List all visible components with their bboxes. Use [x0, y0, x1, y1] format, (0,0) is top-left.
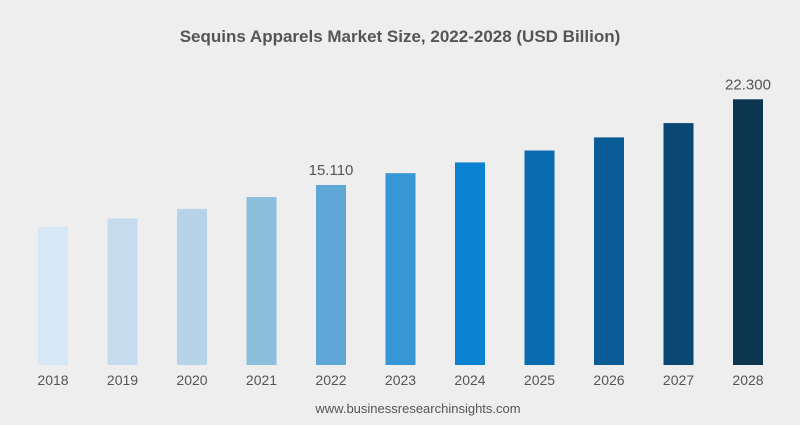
x-tick-label-2023: 2023: [385, 372, 416, 388]
bar-2024: [455, 162, 485, 365]
data-label-2022: 15.110: [309, 162, 354, 179]
x-tick-label-2020: 2020: [176, 372, 207, 388]
bar-2028: [733, 99, 763, 366]
x-tick-label-2018: 2018: [37, 372, 68, 388]
source-credit: www.businessresearchinsights.com: [314, 401, 520, 416]
bar-2022: [316, 185, 346, 365]
x-axis-ticks: 2018 2019 2020 2021 2022 2023 2024 2025 2026 2027…: [37, 372, 763, 388]
bar-2026: [594, 137, 624, 365]
data-label-2028: 22.300: [725, 76, 771, 93]
x-tick-label-2026: 2026: [593, 372, 624, 388]
bar-2023: [385, 173, 416, 365]
bar-2019: [107, 218, 138, 365]
x-tick-label-2028: 2028: [732, 372, 763, 388]
bar-2020: [177, 208, 207, 365]
x-tick-label-2025: 2025: [524, 372, 555, 388]
bar-2018: [38, 226, 68, 365]
x-tick-label-2019: 2019: [107, 372, 138, 388]
bar-2021: [246, 197, 277, 365]
bars-group: [38, 99, 763, 366]
x-tick-label-2024: 2024: [454, 372, 485, 388]
x-tick-label-2027: 2027: [663, 372, 694, 388]
bar-2027: [663, 123, 694, 365]
data-labels: 15.110 22.300: [309, 76, 771, 179]
x-tick-label-2021: 2021: [246, 372, 277, 388]
chart-title: Sequins Apparels Market Size, 2022-2028 …: [180, 27, 621, 46]
x-tick-label-2022: 2022: [315, 372, 346, 388]
bar-2025: [524, 150, 555, 365]
